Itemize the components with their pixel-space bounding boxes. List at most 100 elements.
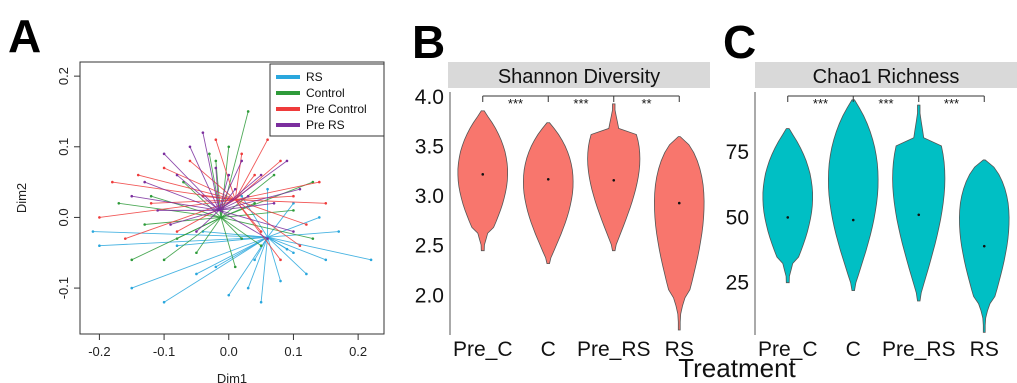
b-violin-2	[587, 103, 641, 252]
segment-3-14	[218, 188, 301, 211]
segment-1-7	[196, 217, 222, 254]
shannon-x-ticks: Pre_C C Pre_RS RS	[453, 338, 694, 361]
segment-3-0	[131, 195, 220, 211]
point-3-6	[201, 131, 205, 134]
x-tick-label-0: -0.2	[88, 344, 110, 359]
point-1-3	[149, 194, 153, 198]
point-3-7	[214, 166, 218, 170]
segment-3-1	[144, 181, 220, 211]
point-3-2	[156, 209, 159, 212]
point-0-11	[324, 258, 328, 262]
point-1-4	[162, 258, 166, 262]
point-3-13	[285, 159, 289, 163]
shannon-y-ticks: 2.0 2.5 3.0 3.5 4.0	[415, 86, 444, 307]
segment-2-8	[202, 195, 236, 201]
c-x-tick-2: Pre_RS	[882, 338, 956, 361]
pcoa-plot-frame	[79, 61, 385, 335]
point-3-3	[162, 152, 166, 156]
point-0-19	[175, 244, 179, 247]
segment-1-5	[176, 217, 222, 240]
point-2-0	[98, 216, 101, 219]
point-0-2	[130, 286, 134, 290]
shannon-significance: *** *** **	[482, 95, 680, 111]
point-0-22	[292, 251, 295, 255]
panel-letter-a: A	[8, 10, 41, 62]
treatment-axis-label: Treatment	[678, 353, 796, 383]
segment-0-2	[131, 236, 268, 289]
segment-0-1	[99, 236, 268, 247]
point-1-9	[214, 159, 218, 163]
point-3-8	[227, 173, 231, 177]
segment-3-12	[219, 202, 275, 211]
point-2-12	[266, 138, 269, 142]
chao1-strip	[755, 62, 1017, 88]
c-violin-0	[762, 128, 813, 284]
y-tick-label-2: 0.1	[56, 138, 71, 156]
segment-1-16	[220, 209, 294, 218]
segment-3-15	[218, 209, 294, 232]
x-tick-label-3: 0.1	[284, 344, 302, 359]
point-3-4	[175, 173, 179, 177]
b-x-tick-2: Pre_RS	[577, 338, 651, 361]
c-median-3	[982, 244, 986, 248]
segment-3-19	[218, 188, 236, 211]
segment-1-4	[163, 217, 222, 261]
b-violin-1	[522, 122, 574, 264]
point-1-17	[311, 180, 315, 184]
pcoa-x-axis-label: Dim1	[217, 371, 247, 383]
segment-3-3	[163, 153, 220, 211]
point-1-2	[143, 223, 146, 226]
segment-2-14	[235, 195, 294, 201]
point-0-9	[279, 279, 282, 283]
point-1-0	[117, 201, 121, 205]
segment-0-0	[92, 231, 268, 238]
point-3-5	[188, 145, 192, 149]
segment-2-3	[138, 174, 236, 201]
segment-3-4	[176, 174, 220, 211]
chao1-title: Chao1 Richness	[813, 66, 960, 88]
c-median-0	[786, 216, 790, 219]
shannon-panel: Shannon Diversity 2.0 2.5 3.0 3.5 4.0 Pre_C C…	[415, 62, 710, 361]
segment-1-14	[220, 217, 262, 247]
point-2-15	[305, 223, 308, 226]
point-3-1	[143, 180, 146, 184]
segment-3-10	[218, 195, 249, 211]
point-0-15	[292, 201, 295, 205]
point-2-1	[111, 180, 114, 184]
panel-letter-c: C	[723, 16, 756, 68]
c-x-tick-1: C	[846, 338, 861, 361]
point-0-10	[305, 272, 308, 276]
segment-0-15	[267, 203, 294, 238]
c-y-tick-0: 25	[726, 272, 749, 295]
point-2-6	[175, 230, 179, 233]
segment-0-21	[254, 236, 268, 261]
b-sig-label-0: ***	[508, 96, 523, 111]
point-2-19	[279, 258, 282, 262]
segment-2-11	[234, 174, 255, 201]
chao1-x-ticks: Pre_C C Pre_RS RS	[758, 338, 999, 361]
segment-2-12	[234, 139, 268, 200]
segment-2-15	[235, 199, 307, 225]
point-2-3	[136, 173, 140, 177]
legend-label-0: RS	[306, 70, 323, 84]
segment-2-16	[235, 199, 326, 204]
point-0-21	[253, 258, 256, 262]
point-3-15	[292, 230, 295, 233]
pcoa-x-ticks: -0.2 -0.1 0.0 0.1 0.2	[88, 334, 367, 359]
point-3-16	[266, 237, 269, 240]
segment-2-9	[215, 139, 236, 200]
b-median-2	[612, 178, 616, 182]
panel-letter-b: B	[412, 16, 445, 68]
point-2-17	[318, 180, 321, 184]
pcoa-segments	[91, 110, 373, 304]
point-3-10	[246, 194, 250, 198]
point-1-14	[259, 244, 263, 247]
b-y-tick-3: 3.5	[415, 136, 444, 159]
segment-3-11	[218, 174, 262, 211]
point-0-5	[214, 265, 218, 269]
segment-0-11	[267, 236, 326, 261]
b-sig-label-1: ***	[573, 96, 588, 111]
b-violin-0	[457, 110, 508, 252]
point-1-19	[240, 237, 244, 240]
point-2-2	[123, 237, 127, 240]
